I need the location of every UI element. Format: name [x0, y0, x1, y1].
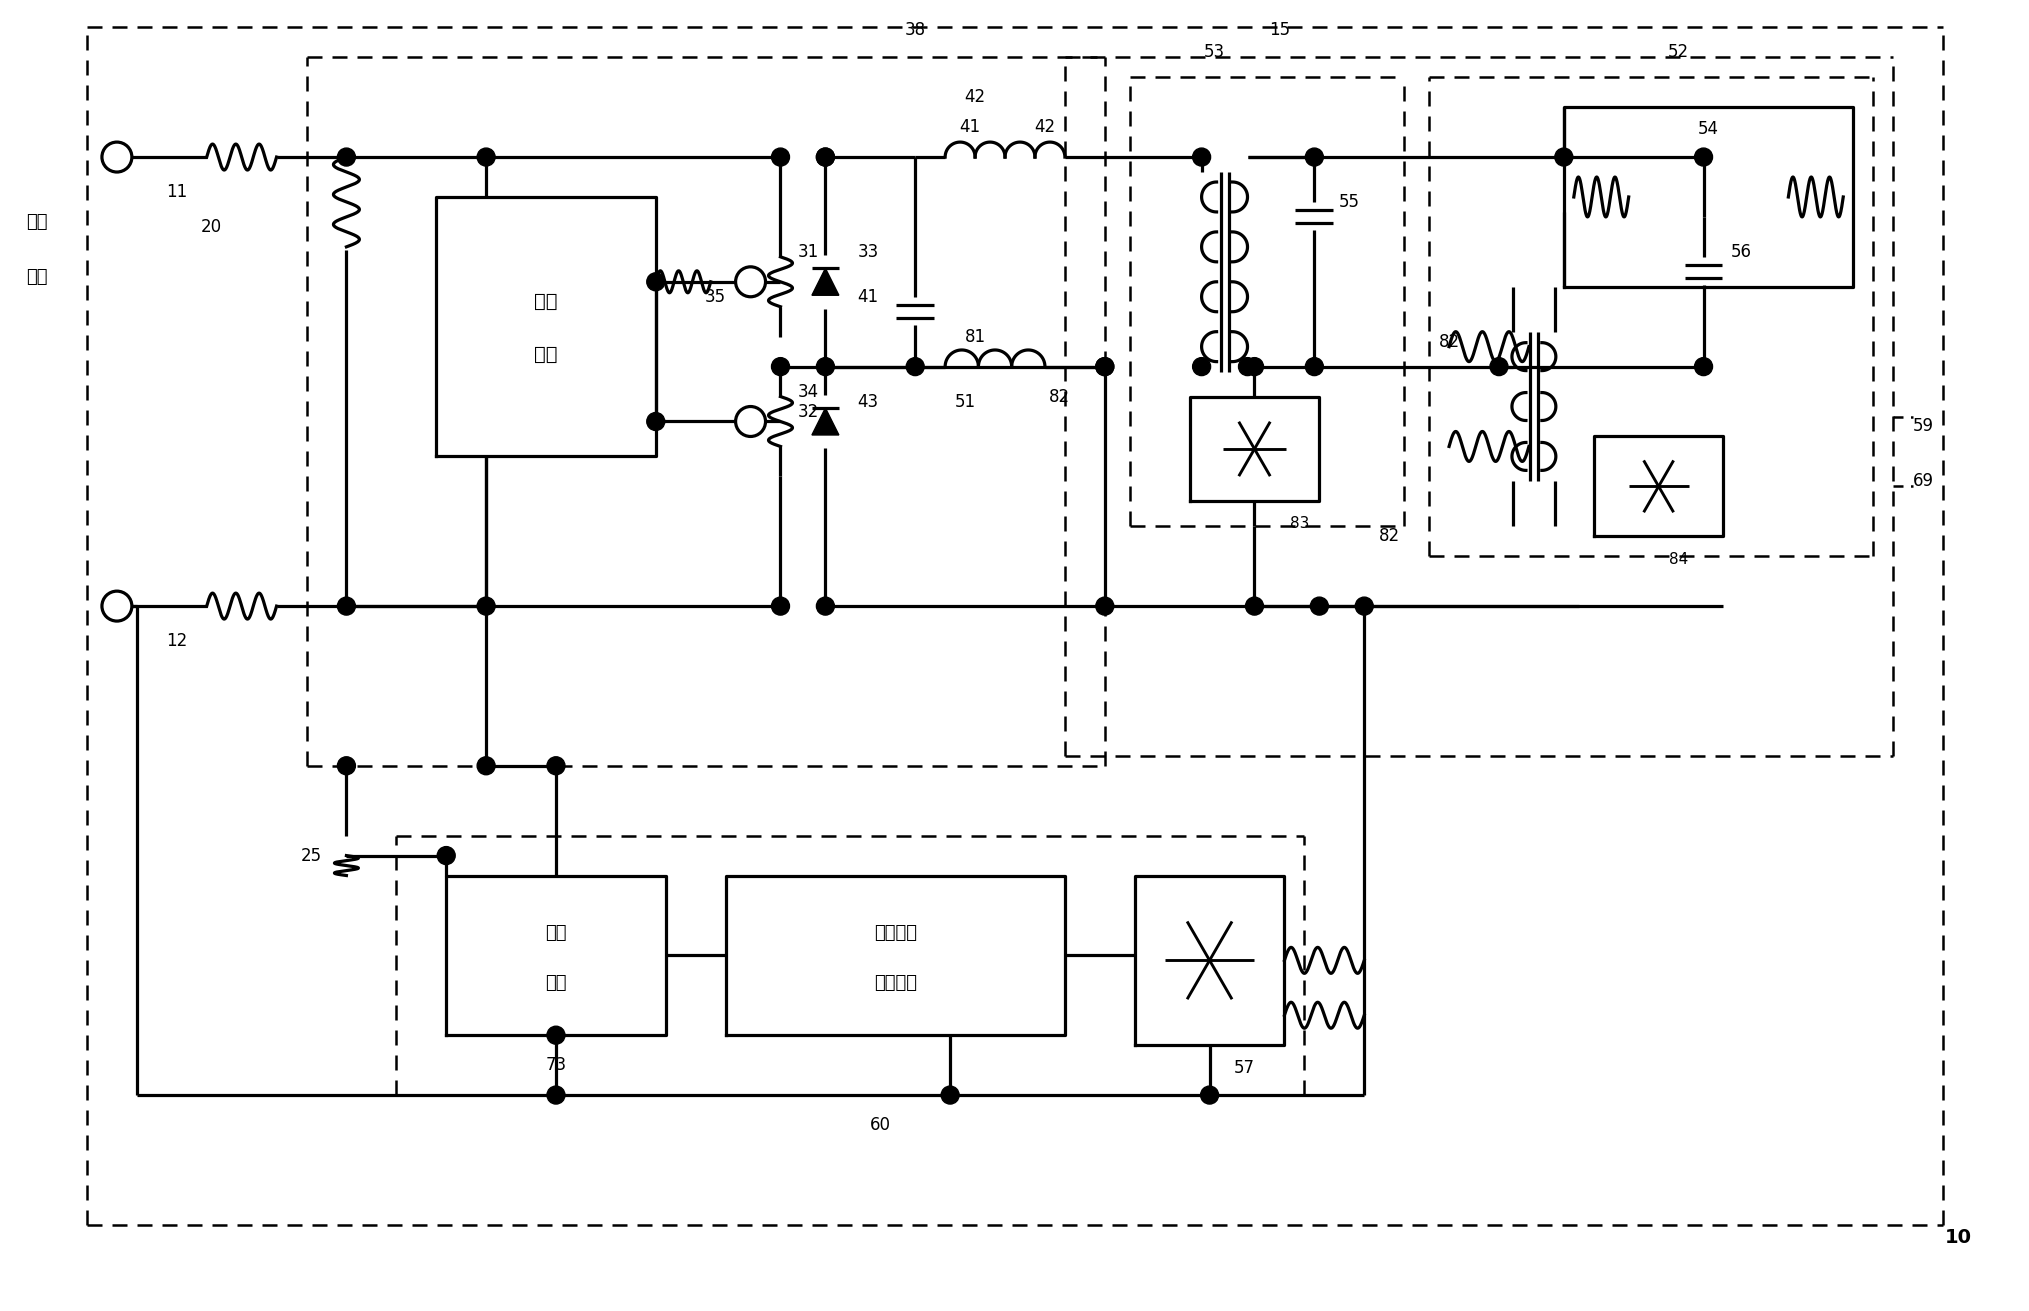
Circle shape [477, 148, 495, 166]
Text: 保护信号: 保护信号 [874, 924, 917, 943]
Text: 11: 11 [166, 184, 187, 201]
Circle shape [477, 756, 495, 775]
Text: 54: 54 [1698, 121, 1719, 138]
Text: 25: 25 [300, 847, 323, 864]
Text: 10: 10 [1944, 1228, 1972, 1247]
Text: 35: 35 [704, 287, 726, 305]
Text: 42: 42 [1035, 118, 1055, 136]
Circle shape [771, 597, 789, 615]
Circle shape [1096, 358, 1114, 375]
Text: 电路: 电路 [534, 345, 558, 364]
Text: 12: 12 [166, 632, 187, 650]
Text: 57: 57 [1234, 1059, 1256, 1078]
Circle shape [816, 148, 834, 166]
Circle shape [737, 406, 765, 437]
Text: 38: 38 [905, 21, 925, 39]
Text: 59: 59 [1913, 417, 1934, 435]
Circle shape [737, 267, 765, 296]
Text: 处理电路: 处理电路 [874, 974, 917, 992]
Text: 82: 82 [1439, 333, 1459, 350]
Text: 41: 41 [858, 287, 879, 305]
Circle shape [1305, 148, 1323, 166]
Text: 53: 53 [1203, 43, 1226, 62]
Text: 83: 83 [1290, 515, 1309, 531]
Circle shape [816, 148, 834, 166]
Text: 51: 51 [954, 392, 976, 410]
Circle shape [941, 1086, 960, 1104]
Text: 82: 82 [1049, 388, 1071, 405]
Circle shape [1246, 358, 1264, 375]
Circle shape [1246, 597, 1264, 615]
Text: 52: 52 [1668, 43, 1690, 62]
Text: 34: 34 [797, 383, 820, 401]
Text: 82: 82 [1378, 527, 1400, 545]
Polygon shape [812, 269, 838, 295]
Circle shape [816, 358, 834, 375]
Text: 直流: 直流 [26, 212, 49, 231]
Text: 20: 20 [201, 218, 223, 236]
Circle shape [548, 1027, 564, 1044]
Text: 60: 60 [870, 1116, 891, 1134]
Circle shape [337, 597, 355, 615]
Circle shape [1238, 358, 1256, 375]
Circle shape [907, 358, 923, 375]
Circle shape [436, 847, 454, 864]
Circle shape [1311, 597, 1329, 615]
Circle shape [101, 142, 132, 172]
Circle shape [1193, 358, 1211, 375]
Circle shape [1694, 358, 1712, 375]
Circle shape [1096, 597, 1114, 615]
Text: 电源: 电源 [26, 267, 49, 286]
Circle shape [647, 413, 666, 430]
Circle shape [337, 148, 355, 166]
Text: 84: 84 [1670, 552, 1688, 566]
Text: 42: 42 [964, 88, 986, 106]
Circle shape [1694, 148, 1712, 166]
Circle shape [548, 1086, 564, 1104]
Circle shape [1201, 1086, 1219, 1104]
Circle shape [1305, 358, 1323, 375]
Text: 电路: 电路 [546, 974, 566, 992]
Circle shape [1096, 358, 1114, 375]
Circle shape [1554, 148, 1572, 166]
Circle shape [647, 273, 666, 291]
Text: 驱动: 驱动 [534, 292, 558, 311]
Polygon shape [812, 408, 838, 435]
Circle shape [1489, 358, 1508, 375]
Text: 55: 55 [1339, 193, 1359, 211]
Circle shape [771, 358, 789, 375]
Circle shape [101, 591, 132, 621]
Circle shape [548, 756, 564, 775]
Circle shape [477, 597, 495, 615]
Circle shape [816, 597, 834, 615]
Circle shape [1355, 597, 1374, 615]
Text: 32: 32 [797, 402, 820, 421]
Text: 73: 73 [546, 1057, 566, 1074]
Circle shape [771, 148, 789, 166]
Text: 69: 69 [1913, 472, 1934, 490]
Circle shape [1193, 148, 1211, 166]
Text: 33: 33 [858, 243, 879, 261]
Text: 56: 56 [1731, 243, 1751, 261]
Text: 停振: 停振 [546, 924, 566, 943]
Text: 41: 41 [960, 118, 980, 136]
Text: 31: 31 [797, 243, 820, 261]
Text: 43: 43 [858, 392, 879, 410]
Text: 81: 81 [964, 328, 986, 346]
Text: 15: 15 [1268, 21, 1290, 39]
Circle shape [337, 756, 355, 775]
